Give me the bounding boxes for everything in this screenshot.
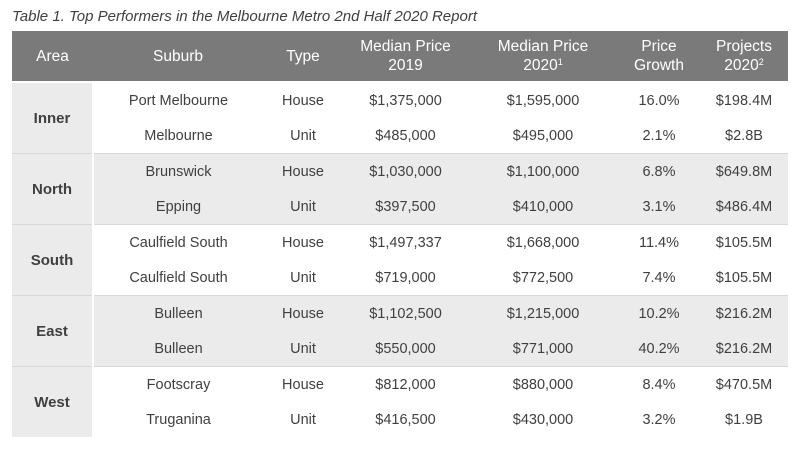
header-row: Area Suburb Type Median Price 2019 Median… [12,31,788,83]
median-2020-cell: $1,595,000 [468,82,618,118]
growth-cell: 7.4% [618,260,700,296]
table-row: South Caulfield South House $1,497,337 $… [12,224,788,296]
suburb-cell: Caulfield South [93,260,263,296]
table-row: Melbourne Unit $485,000 $495,000 2.1% $2… [12,118,788,154]
suburb-cell: Caulfield South [93,224,263,260]
growth-cell: 10.2% [618,295,700,331]
growth-cell: 6.8% [618,153,700,189]
table-row: Caulfield South Unit $719,000 $772,500 7… [12,260,788,296]
suburb-cell: Bulleen [93,295,263,331]
median-2020-cell: $1,668,000 [468,224,618,260]
median-2019-cell: $719,000 [343,260,468,296]
header-type: Type [263,31,343,83]
projects-cell: $216.2M [700,331,788,367]
projects-cell: $470.5M [700,366,788,402]
projects-cell: $105.5M [700,224,788,260]
type-cell: House [263,153,343,189]
type-cell: Unit [263,118,343,154]
table-caption: Table 1. Top Performers in the Melbourne… [12,8,477,25]
type-cell: House [263,295,343,331]
table-row: Inner Port Melbourne House $1,375,000 $1… [12,82,788,154]
median-2020-cell: $410,000 [468,189,618,225]
median-2019-cell: $485,000 [343,118,468,154]
type-cell: Unit [263,189,343,225]
median-2020-cell: $772,500 [468,260,618,296]
type-cell: Unit [263,260,343,296]
type-cell: House [263,366,343,402]
growth-cell: 11.4% [618,224,700,260]
median-2019-cell: $550,000 [343,331,468,367]
suburb-cell: Brunswick [93,153,263,189]
suburb-cell: Epping [93,189,263,225]
table-row: Bulleen Unit $550,000 $771,000 40.2% $21… [12,331,788,367]
projects-cell: $486.4M [700,189,788,225]
area-cell: South [12,224,94,296]
median-2020-cell: $1,100,000 [468,153,618,189]
median-2020-cell: $880,000 [468,366,618,402]
median-2019-cell: $397,500 [343,189,468,225]
median-2019-cell: $1,030,000 [343,153,468,189]
header-area: Area [12,31,93,83]
type-cell: House [263,82,343,118]
median-2020-cell: $430,000 [468,402,618,437]
type-cell: House [263,224,343,260]
growth-cell: 40.2% [618,331,700,367]
projects-cell: $105.5M [700,260,788,296]
table-row: North Brunswick House $1,030,000 $1,100,… [12,153,788,225]
median-2020-cell: $495,000 [468,118,618,154]
table-row: Truganina Unit $416,500 $430,000 3.2% $1… [12,402,788,437]
suburb-cell: Footscray [93,366,263,402]
table-body: Inner Port Melbourne House $1,375,000 $1… [12,82,788,437]
growth-cell: 2.1% [618,118,700,154]
suburb-cell: Bulleen [93,331,263,367]
suburb-cell: Truganina [93,402,263,437]
header-suburb: Suburb [93,31,263,83]
growth-cell: 8.4% [618,366,700,402]
area-cell: North [12,153,94,225]
performers-table: Area Suburb Type Median Price 2019 Median… [12,31,788,437]
header-median-2020: Median Price 20201 [468,31,618,83]
growth-cell: 16.0% [618,82,700,118]
area-cell: West [12,366,94,437]
area-cell: Inner [12,82,94,154]
median-2020-cell: $771,000 [468,331,618,367]
median-2019-cell: $1,375,000 [343,82,468,118]
footnote-marker-2: 2 [758,57,764,67]
median-2019-cell: $416,500 [343,402,468,437]
type-cell: Unit [263,331,343,367]
suburb-cell: Port Melbourne [93,82,263,118]
median-2019-cell: $1,497,337 [343,224,468,260]
table-header: Area Suburb Type Median Price 2019 Median… [12,31,788,83]
projects-cell: $2.8B [700,118,788,154]
median-2019-cell: $1,102,500 [343,295,468,331]
projects-cell: $198.4M [700,82,788,118]
projects-cell: $1.9B [700,402,788,437]
table-row: East Bulleen House $1,102,500 $1,215,000… [12,295,788,367]
growth-cell: 3.1% [618,189,700,225]
header-projects-2020: Projects 20202 [700,31,788,83]
median-2019-cell: $812,000 [343,366,468,402]
suburb-cell: Melbourne [93,118,263,154]
type-cell: Unit [263,402,343,437]
header-price-growth: Price Growth [618,31,700,83]
projects-cell: $649.8M [700,153,788,189]
area-cell: East [12,295,94,367]
median-2020-cell: $1,215,000 [468,295,618,331]
table-row: Epping Unit $397,500 $410,000 3.1% $486.… [12,189,788,225]
growth-cell: 3.2% [618,402,700,437]
projects-cell: $216.2M [700,295,788,331]
header-median-2019: Median Price 2019 [343,31,468,83]
footnote-marker-1: 1 [557,57,563,67]
table-row: West Footscray House $812,000 $880,000 8… [12,366,788,437]
